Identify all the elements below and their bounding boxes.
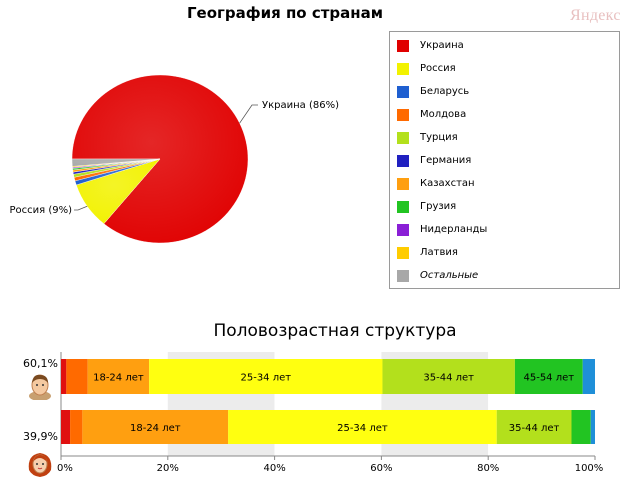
legend-swatch bbox=[397, 132, 409, 144]
legend-swatch bbox=[397, 224, 409, 236]
bar-segment bbox=[61, 410, 71, 444]
legend-label: Украина bbox=[420, 40, 464, 51]
legend-label: Казахстан bbox=[420, 178, 475, 189]
legend-label: Нидерланды bbox=[420, 224, 488, 235]
legend-label: Молдова bbox=[420, 109, 467, 120]
pie-callout-line bbox=[239, 104, 258, 124]
legend-item: Остальные bbox=[397, 269, 478, 283]
bar-segment bbox=[87, 359, 150, 394]
legend-label: Латвия bbox=[420, 247, 458, 258]
pie-callout-line bbox=[74, 205, 88, 211]
legend-label: Грузия bbox=[420, 201, 457, 212]
legend-label: Турция bbox=[420, 132, 458, 143]
bar-segment bbox=[382, 359, 515, 394]
bar-segment bbox=[571, 410, 591, 444]
geography-chart-title: География по странам bbox=[186, 4, 384, 22]
pie-callout-label: Украина (86%) bbox=[262, 100, 339, 111]
legend-item: Грузия bbox=[397, 200, 456, 214]
bar-segment-label: 25-34 лет bbox=[240, 373, 291, 384]
legend-swatch bbox=[397, 109, 409, 121]
x-tick-label: 80% bbox=[477, 463, 499, 474]
geography-legend: Украина Россия Беларусь Молдова Турция Герман… bbox=[389, 31, 620, 289]
bar-segment-label: 35-44 лет bbox=[423, 373, 474, 384]
legend-item: Казахстан bbox=[397, 177, 475, 191]
pie-slice bbox=[71, 158, 161, 167]
x-tick-label: 60% bbox=[370, 463, 392, 474]
bar-segment bbox=[582, 359, 595, 394]
legend-item: Латвия bbox=[397, 246, 458, 260]
bar-segment-label: 35-44 лет bbox=[509, 423, 560, 434]
bar-segment-label: 18-24 лет bbox=[130, 423, 181, 434]
female-share-label: 39,9% bbox=[23, 430, 58, 443]
bar-segment bbox=[82, 410, 229, 444]
legend-swatch bbox=[397, 63, 409, 75]
legend-item: Украина bbox=[397, 39, 464, 53]
legend-item: Турция bbox=[397, 131, 458, 145]
bar-segment bbox=[590, 410, 595, 444]
bar-segment bbox=[514, 359, 583, 394]
legend-label: Россия bbox=[420, 63, 456, 74]
legend-swatch bbox=[397, 270, 409, 282]
legend-item: Россия bbox=[397, 62, 456, 76]
legend-swatch bbox=[397, 178, 409, 190]
age-sex-chart-title: Половозрастная структура bbox=[213, 321, 457, 341]
bar-segment-label: 45-54 лет bbox=[523, 373, 574, 384]
female-avatar-icon bbox=[28, 453, 52, 477]
legend-swatch bbox=[397, 86, 409, 98]
legend-swatch bbox=[397, 201, 409, 213]
x-tick-label: 20% bbox=[157, 463, 179, 474]
pie-callout-label: Россия (9%) bbox=[9, 205, 72, 216]
bar-segment bbox=[149, 359, 383, 394]
x-tick-label: 100% bbox=[575, 463, 604, 474]
legend-item: Молдова bbox=[397, 108, 466, 122]
legend-swatch bbox=[397, 247, 409, 259]
legend-label: Беларусь bbox=[420, 86, 470, 97]
bar-segment bbox=[496, 410, 572, 444]
bar-segment bbox=[70, 410, 83, 444]
x-tick-label: 0% bbox=[57, 463, 73, 474]
bar-segment bbox=[66, 359, 88, 394]
male-avatar-icon bbox=[29, 374, 51, 400]
legend-item: Беларусь bbox=[397, 85, 469, 99]
legend-label: Германия bbox=[420, 155, 472, 166]
bar-segment bbox=[61, 359, 67, 394]
x-tick-label: 40% bbox=[263, 463, 285, 474]
legend-label: Остальные bbox=[420, 270, 479, 281]
legend-item: Нидерланды bbox=[397, 223, 487, 237]
bar-segment-label: 18-24 лет bbox=[93, 373, 144, 384]
legend-item: Германия bbox=[397, 154, 471, 168]
bar-segment bbox=[228, 410, 497, 444]
bar-segment-label: 25-34 лет bbox=[337, 423, 388, 434]
legend-swatch bbox=[397, 40, 409, 52]
male-share-label: 60,1% bbox=[23, 357, 58, 370]
legend-swatch bbox=[397, 155, 409, 167]
yandex-logo: Яндекс bbox=[570, 7, 621, 24]
